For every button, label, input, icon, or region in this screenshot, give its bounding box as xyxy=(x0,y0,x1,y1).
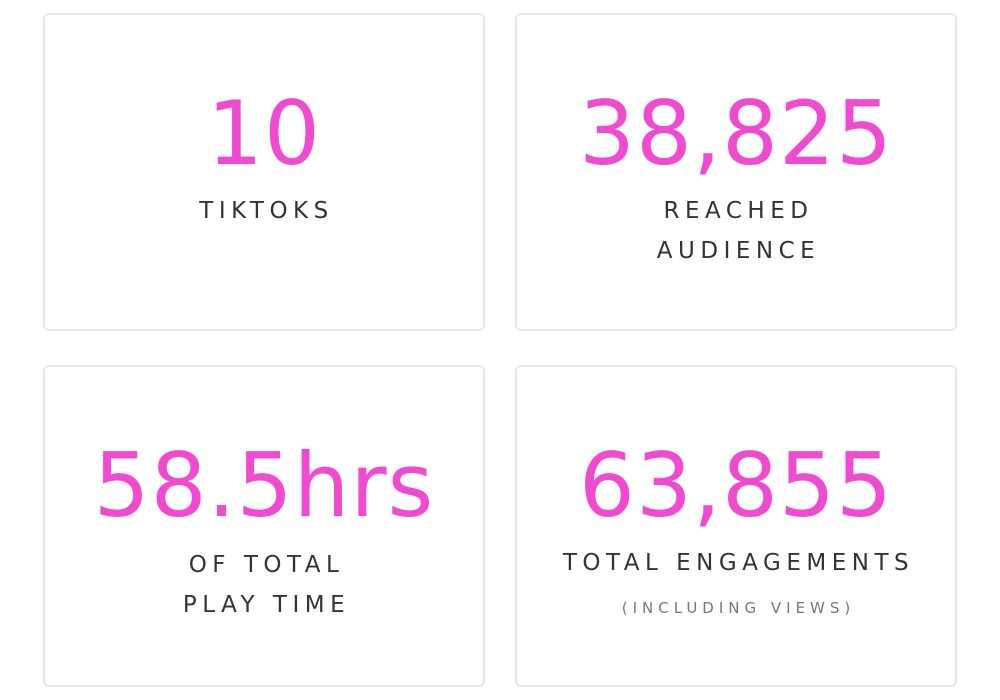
stat-card-tiktoks: 10 TIKTOKS xyxy=(43,13,485,331)
stat-value: 10 xyxy=(207,82,321,185)
stat-label-line: OF TOTAL xyxy=(188,552,345,578)
stat-label-line: TOTAL ENGAGEMENTS xyxy=(562,550,915,576)
stat-label-line: AUDIENCE xyxy=(656,238,821,264)
stat-card-total-engagements: 63,855 TOTAL ENGAGEMENTS (INCLUDING VIEW… xyxy=(515,365,957,687)
stat-label: TIKTOKS xyxy=(45,191,483,231)
stat-sublabel: (INCLUDING VIEWS) xyxy=(621,599,856,617)
stat-label-line: REACHED xyxy=(663,198,814,224)
stat-label: TOTAL ENGAGEMENTS xyxy=(517,543,955,583)
stat-card-play-time: 58.5hrs OF TOTAL PLAY TIME xyxy=(43,365,485,687)
stat-value: 58.5hrs xyxy=(93,434,435,537)
stat-value: 38,825 xyxy=(579,82,893,185)
stat-card-reached-audience: 38,825 REACHED AUDIENCE xyxy=(515,13,957,331)
stat-label-line: PLAY TIME xyxy=(182,592,351,618)
stat-label: REACHED AUDIENCE xyxy=(517,191,955,271)
stat-value: 63,855 xyxy=(579,434,893,537)
stat-label-line: TIKTOKS xyxy=(199,198,334,224)
stat-label: OF TOTAL PLAY TIME xyxy=(45,545,483,625)
